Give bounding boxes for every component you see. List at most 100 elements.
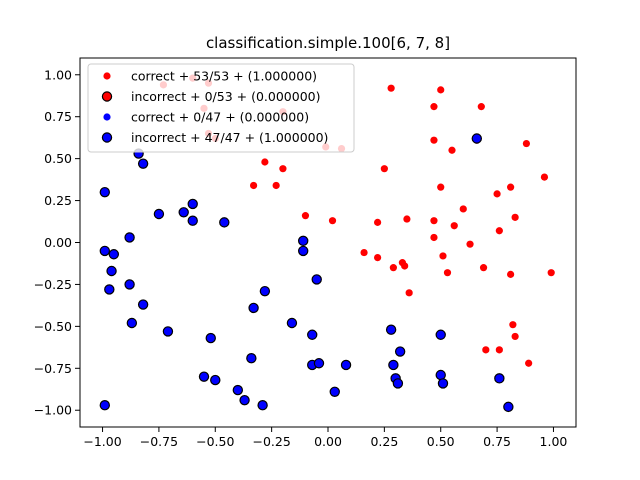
y-tick-label: 0.75 [44, 109, 72, 124]
data-point [219, 217, 230, 228]
x-tick-label: −0.50 [196, 434, 234, 449]
data-point [389, 264, 397, 272]
data-point [405, 289, 413, 297]
data-point [108, 249, 120, 260]
legend: correct + 53/53 + (1.000000) incorrect + … [87, 63, 355, 153]
data-point [540, 173, 549, 181]
data-point [328, 217, 337, 225]
data-point [239, 394, 250, 406]
data-point [374, 254, 382, 262]
data-point [257, 400, 268, 411]
y-tick-label: −0.75 [34, 361, 72, 376]
data-point [479, 264, 488, 272]
y-tick-label: −0.25 [34, 277, 72, 292]
data-point [298, 235, 309, 247]
data-point [205, 332, 216, 344]
data-point [459, 205, 467, 213]
data-point [311, 274, 322, 285]
data-point [494, 373, 505, 384]
data-point [430, 233, 438, 242]
legend-label: correct + 0/47 + (0.000000) [131, 110, 309, 125]
data-point [340, 359, 352, 371]
data-point [394, 346, 406, 357]
data-point [387, 84, 395, 92]
data-point [259, 285, 271, 297]
data-point [443, 269, 452, 277]
data-point [437, 86, 445, 94]
points-layer [99, 74, 555, 413]
data-point [439, 252, 447, 260]
data-point [301, 212, 310, 220]
legend-label: incorrect + 47/47 + (1.000000) [131, 130, 328, 145]
data-point [279, 165, 287, 173]
data-point [380, 165, 388, 173]
data-point [248, 302, 259, 314]
legend-marker [103, 113, 111, 121]
data-point [298, 245, 309, 257]
x-tick-label: 0.75 [483, 434, 511, 449]
data-point [448, 146, 456, 154]
data-point [250, 181, 258, 190]
data-point [547, 269, 555, 277]
data-point [507, 270, 515, 278]
data-point [430, 217, 438, 225]
chart-title: classification.simple.100[6, 7, 8] [206, 34, 450, 52]
legend-box [87, 63, 355, 153]
data-point [495, 227, 503, 235]
data-point [246, 353, 257, 364]
data-point [210, 374, 221, 386]
x-tick-label: −0.75 [140, 434, 178, 449]
data-point [106, 265, 117, 277]
data-point [482, 346, 490, 354]
data-point [401, 262, 409, 270]
data-point [99, 186, 111, 198]
y-tick-label: 1.00 [44, 67, 72, 82]
data-point [261, 158, 269, 166]
data-point [435, 329, 446, 340]
data-point [232, 384, 244, 396]
data-point [430, 136, 438, 144]
data-point [272, 181, 280, 190]
data-point [392, 378, 404, 389]
legend-label: incorrect + 0/53 + (0.000000) [131, 89, 320, 104]
y-tick-label: 0.25 [44, 193, 72, 208]
y-tick-label: −0.50 [34, 319, 72, 334]
data-point [137, 158, 149, 169]
legend-marker [101, 132, 113, 143]
data-point [511, 332, 519, 341]
data-point [466, 240, 474, 248]
data-point [522, 139, 531, 148]
data-point [503, 401, 514, 413]
data-point [126, 317, 138, 329]
x-tick-label: −0.25 [252, 434, 290, 449]
data-point [198, 371, 210, 382]
data-point [187, 215, 198, 226]
data-point [525, 359, 533, 367]
data-point [137, 299, 149, 310]
data-point [307, 329, 318, 340]
data-point [124, 279, 135, 290]
x-tick-label: 0.00 [314, 434, 342, 449]
data-point [104, 284, 115, 295]
data-point [374, 218, 382, 226]
legend-label: correct + 53/53 + (1.000000) [131, 69, 317, 84]
legend-marker [103, 72, 111, 80]
x-tick-label: 1.00 [540, 434, 568, 449]
x-tick-label: 0.50 [427, 434, 455, 449]
data-point [509, 321, 517, 329]
axes-layer: −1.00 −0.75 −0.50 −0.25 0.00 0.25 0.50 0.75 1.00… [34, 57, 577, 449]
data-point [385, 324, 397, 335]
data-point [286, 317, 298, 329]
data-point [450, 222, 458, 230]
data-point [313, 358, 325, 369]
data-point [437, 378, 449, 389]
data-point [430, 103, 438, 111]
data-point [388, 359, 399, 371]
data-point [403, 215, 411, 223]
data-point [435, 369, 446, 381]
data-point [162, 326, 174, 337]
data-point [124, 232, 135, 243]
data-point [360, 248, 368, 257]
data-point [178, 207, 189, 218]
